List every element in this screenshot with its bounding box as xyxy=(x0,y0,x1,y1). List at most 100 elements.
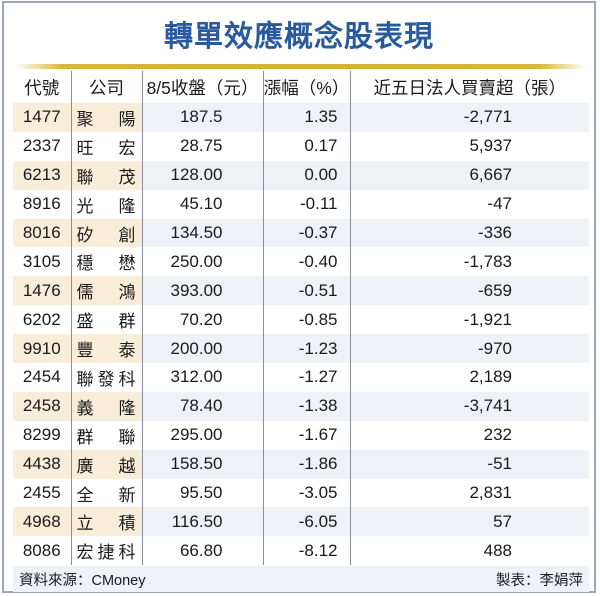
company-name-char: 光 xyxy=(76,196,94,216)
stock-code: 8299 xyxy=(13,420,72,450)
price-change: -1.27 xyxy=(263,363,351,392)
table-row: 3105 穩懋 250.00 -0.40 -1,783 xyxy=(13,247,589,277)
institutional-net: 232 xyxy=(350,420,589,450)
company-name: 聯茂 xyxy=(71,160,143,190)
company-name-char: 聚 xyxy=(76,109,94,129)
company-name-char: 越 xyxy=(118,456,136,476)
close-price: 134.50 xyxy=(142,218,264,248)
company-name-char: 新 xyxy=(118,485,136,505)
header-change: 漲幅（%） xyxy=(263,71,351,103)
table-row: 1477 聚陽 187.5 1.35 -2,771 xyxy=(13,103,589,132)
company-name-chars: 儒鴻 xyxy=(77,278,136,303)
stock-code: 6202 xyxy=(13,305,72,335)
institutional-net: -3,741 xyxy=(350,391,589,421)
company-name-chars: 聯發科 xyxy=(77,365,136,390)
header-close: 8/5收盤（元） xyxy=(142,71,264,103)
company-name-char: 群 xyxy=(76,427,94,447)
close-price: 116.50 xyxy=(142,507,264,537)
company-name-chars: 矽創 xyxy=(77,221,136,246)
institutional-net: -970 xyxy=(350,334,589,364)
close-price: 128.00 xyxy=(142,160,264,190)
company-name-chars: 聯茂 xyxy=(77,163,136,188)
institutional-net: 6,667 xyxy=(350,160,589,190)
company-name: 聚陽 xyxy=(71,103,143,132)
stock-code: 2337 xyxy=(13,131,72,161)
header-row: 代號 公司 8/5收盤（元） 漲幅（%） 近五日法人買賣超（張） xyxy=(13,71,589,103)
close-price: 187.5 xyxy=(142,103,264,132)
company-name-char: 科 xyxy=(118,369,136,389)
company-name-char: 廣 xyxy=(76,456,94,476)
table-row: 8299 群聯 295.00 -1.67 232 xyxy=(13,420,589,450)
company-name-char: 懋 xyxy=(118,254,136,274)
institutional-net: 488 xyxy=(350,536,589,566)
company-name-chars: 義隆 xyxy=(77,394,136,419)
price-change: -8.12 xyxy=(263,536,351,566)
close-price: 78.40 xyxy=(142,391,264,421)
company-name: 豐泰 xyxy=(71,334,143,364)
title-divider xyxy=(16,64,586,69)
price-change: 0.17 xyxy=(263,131,351,161)
company-name: 光隆 xyxy=(71,189,143,219)
table-row: 2458 義隆 78.40 -1.38 -3,741 xyxy=(13,391,589,421)
header-code: 代號 xyxy=(13,71,72,103)
header-company: 公司 xyxy=(71,71,143,103)
company-name: 立積 xyxy=(71,507,143,537)
company-name-char: 鴻 xyxy=(118,283,136,303)
stock-code: 3105 xyxy=(13,247,72,277)
price-change: 0.00 xyxy=(263,160,351,190)
close-price: 393.00 xyxy=(142,276,264,306)
company-name-char: 科 xyxy=(118,543,136,563)
close-price: 45.10 xyxy=(142,189,264,219)
footer: 資料來源：CMoney 製表：李娟萍 xyxy=(13,566,589,592)
stock-code: 2458 xyxy=(13,391,72,421)
close-price: 95.50 xyxy=(142,478,264,508)
institutional-net: -659 xyxy=(350,276,589,306)
table-row: 8086 宏捷科 66.80 -8.12 488 xyxy=(13,536,589,566)
company-name: 全新 xyxy=(71,478,143,508)
stock-code: 8016 xyxy=(13,218,72,248)
close-price: 200.00 xyxy=(142,334,264,364)
company-name: 宏捷科 xyxy=(71,536,143,566)
table-body: 1477 聚陽 187.5 1.35 -2,771 2337 旺宏 28.75 0.17 5,93… xyxy=(13,103,589,566)
chart-title: 轉單效應概念股表現 xyxy=(163,21,434,53)
price-change: 1.35 xyxy=(263,103,351,132)
price-change: -1.67 xyxy=(263,420,351,450)
company-name-char: 創 xyxy=(118,225,136,245)
institutional-net: 5,937 xyxy=(350,131,589,161)
stock-table: 代號 公司 8/5收盤（元） 漲幅（%） 近五日法人買賣超（張） 1477 聚陽 1… xyxy=(13,71,589,566)
company-name-char: 聯 xyxy=(76,369,94,389)
table-row: 8016 矽創 134.50 -0.37 -336 xyxy=(13,218,589,248)
company-name-char: 盛 xyxy=(76,312,94,332)
company-name-char: 宏 xyxy=(118,138,136,158)
company-name-char: 宏 xyxy=(76,543,94,563)
company-name: 矽創 xyxy=(71,218,143,248)
institutional-net: -1,921 xyxy=(350,305,589,335)
header-net-buy-sell: 近五日法人買賣超（張） xyxy=(373,77,567,98)
institutional-net: 57 xyxy=(350,507,589,537)
price-change: -0.40 xyxy=(263,247,351,277)
price-change: -0.11 xyxy=(263,189,351,219)
institutional-net: -1,783 xyxy=(350,247,589,277)
price-change: -1.38 xyxy=(263,391,351,421)
price-change: -1.86 xyxy=(263,449,351,479)
table-row: 2454 聯發科 312.00 -1.27 2,189 xyxy=(13,363,589,392)
author-note: 製表：李娟萍 xyxy=(496,572,583,589)
company-name-char: 聯 xyxy=(76,167,94,187)
stock-code: 6213 xyxy=(13,160,72,190)
price-change: -0.85 xyxy=(263,305,351,335)
stock-code: 4438 xyxy=(13,449,72,479)
company-name: 盛群 xyxy=(71,305,143,335)
company-name-char: 儒 xyxy=(76,283,94,303)
company-name-chars: 立積 xyxy=(77,509,136,534)
company-name: 群聯 xyxy=(71,420,143,450)
company-name-char: 捷 xyxy=(97,543,115,563)
company-name-char: 全 xyxy=(76,485,94,505)
company-name-chars: 群聯 xyxy=(77,423,136,448)
company-name: 義隆 xyxy=(71,391,143,421)
institutional-net: -2,771 xyxy=(350,103,589,132)
company-name-char: 聯 xyxy=(118,427,136,447)
company-name-chars: 全新 xyxy=(77,481,136,506)
stock-code: 9910 xyxy=(13,334,72,364)
company-name-char: 陽 xyxy=(118,109,136,129)
